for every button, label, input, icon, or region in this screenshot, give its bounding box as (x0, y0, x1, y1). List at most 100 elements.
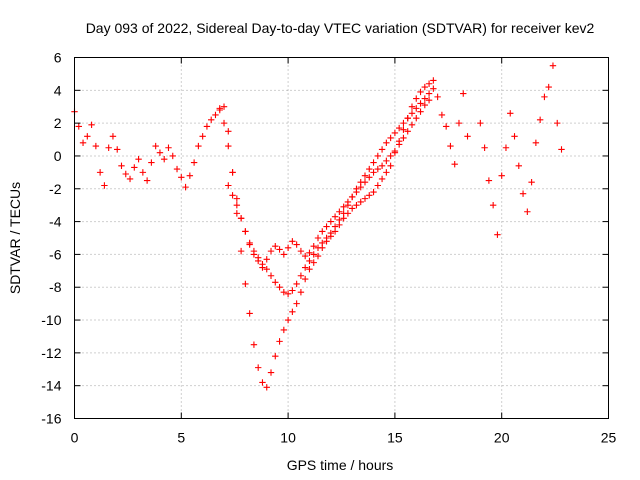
data-point (101, 182, 108, 189)
data-point (156, 149, 164, 156)
data-point (310, 259, 317, 266)
data-point (357, 183, 364, 191)
data-point (263, 384, 270, 391)
data-point (114, 146, 121, 153)
data-point (208, 116, 215, 124)
data-point (417, 100, 424, 107)
data-point (242, 228, 249, 235)
data-point (310, 251, 317, 258)
data-point (242, 280, 249, 288)
data-point (131, 164, 138, 171)
data-point (519, 190, 527, 197)
data-point (477, 119, 484, 127)
data-point (186, 172, 194, 179)
data-point (558, 146, 565, 153)
data-point (276, 284, 283, 291)
data-point (353, 188, 360, 196)
data-point (460, 90, 467, 97)
data-point (301, 252, 309, 260)
data-point (237, 215, 245, 222)
data-point (254, 364, 262, 371)
data-point (233, 210, 241, 217)
data-point (400, 134, 407, 142)
data-point (348, 193, 356, 201)
data-points (71, 62, 565, 391)
data-point (126, 175, 134, 183)
data-point (374, 152, 382, 160)
data-point (169, 152, 176, 160)
data-point (541, 93, 548, 101)
data-point (323, 234, 330, 242)
data-point (263, 256, 270, 263)
data-point (306, 257, 313, 265)
x-tick-label: 20 (494, 430, 510, 446)
data-point (434, 93, 441, 101)
data-point (511, 133, 518, 140)
grid (74, 57, 609, 419)
chart-title: Day 093 of 2022, Sidereal Day-to-day VTE… (86, 20, 595, 36)
data-point (498, 172, 505, 179)
data-point (455, 119, 463, 127)
data-point (413, 95, 420, 102)
data-point (366, 192, 373, 199)
y-tick-label: 0 (54, 148, 62, 164)
data-point (430, 77, 437, 84)
data-point (225, 128, 232, 135)
data-point (400, 119, 407, 127)
data-point (327, 229, 335, 237)
y-tick-label: -2 (49, 181, 62, 197)
data-point (417, 108, 424, 115)
data-point (395, 124, 403, 132)
data-point (536, 116, 544, 124)
data-point (524, 208, 531, 215)
data-point (293, 241, 300, 248)
data-point (220, 119, 228, 127)
data-point (289, 287, 296, 294)
data-point (84, 133, 91, 140)
x-tick-label: 10 (280, 430, 296, 446)
data-point (421, 83, 429, 91)
data-point (301, 275, 309, 283)
data-point (357, 198, 364, 206)
data-point (250, 251, 258, 258)
plot-frame (74, 57, 609, 419)
x-tick-label: 15 (387, 430, 403, 446)
data-point (152, 142, 159, 150)
data-point (370, 159, 377, 166)
data-point (395, 141, 403, 148)
data-point (549, 62, 557, 69)
data-point (327, 218, 335, 225)
data-point (528, 179, 535, 186)
data-point (289, 238, 296, 245)
data-point (289, 308, 296, 316)
data-point (370, 188, 377, 196)
data-point (413, 105, 420, 112)
data-point (378, 146, 386, 153)
x-tick-label: 0 (71, 430, 79, 446)
data-point (263, 265, 270, 273)
y-axis-label: SDTVAR / TECUs (7, 182, 23, 294)
data-point (314, 244, 322, 252)
data-point (195, 142, 202, 150)
data-point (199, 133, 206, 140)
x-axis-label: GPS time / hours (287, 457, 394, 473)
data-point (259, 379, 266, 386)
data-point (246, 310, 253, 317)
data-point (408, 121, 416, 128)
data-point (319, 239, 326, 247)
data-point (75, 123, 82, 130)
x-tick-label: 5 (177, 430, 185, 446)
data-point (267, 247, 275, 255)
data-point (272, 243, 279, 250)
data-point (378, 175, 386, 183)
y-tick-label: 6 (54, 50, 62, 66)
series-track-c (225, 96, 433, 271)
data-point (161, 156, 168, 163)
data-point (494, 231, 501, 238)
data-point (404, 115, 411, 122)
data-point (421, 95, 429, 102)
data-point (404, 128, 411, 135)
data-point (293, 280, 300, 288)
data-point (425, 90, 433, 97)
data-point (109, 133, 117, 140)
